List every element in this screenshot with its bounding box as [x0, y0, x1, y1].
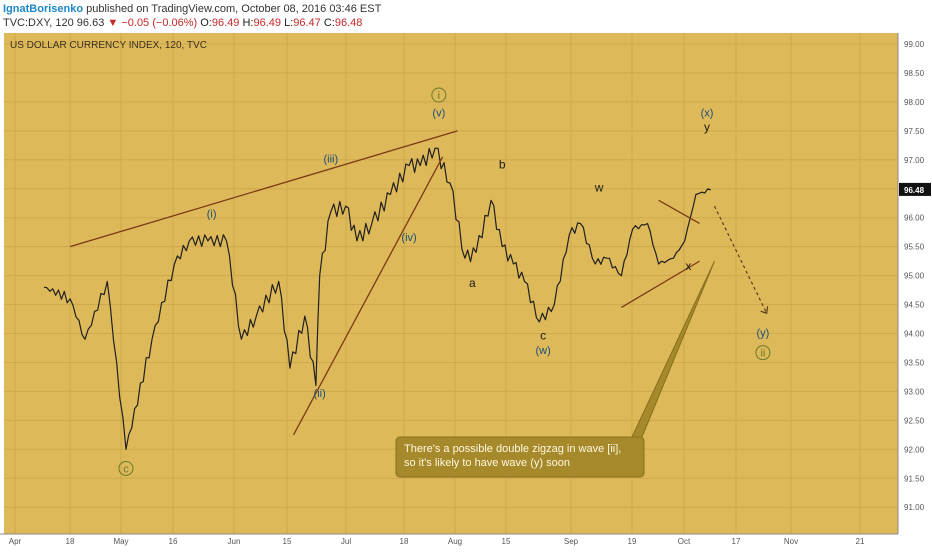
x-tick-label: Jun	[228, 537, 241, 546]
wedge-upper-trendline	[69, 130, 458, 248]
note-pointer	[631, 260, 715, 438]
price-axis	[898, 33, 932, 534]
wave-label: x	[685, 259, 691, 273]
wave-label: (y)	[757, 327, 770, 339]
wave-label: c	[540, 328, 546, 342]
last-price-tag	[899, 182, 931, 196]
y-tick-label: 99.00	[904, 40, 925, 49]
x-tick-label: Apr	[9, 537, 22, 546]
annotation-box	[395, 436, 645, 478]
wave-label: ii	[760, 348, 765, 360]
y-tick-label: 98.00	[904, 98, 925, 107]
wave-label: y	[704, 120, 710, 134]
x-tick-label: 17	[732, 537, 741, 546]
price-chart[interactable]: US DOLLAR CURRENCY INDEX, 120, TVC c (i) (i…	[0, 32, 932, 550]
y-tick-label: 97.50	[904, 127, 925, 136]
x-tick-label: Aug	[448, 537, 462, 546]
last-price-label: 96.48	[904, 186, 925, 195]
close-value: 96.48	[334, 17, 363, 29]
y-tick-label: 95.00	[904, 272, 925, 281]
arrow-head-icon	[760, 306, 769, 315]
open-value: 96.49	[211, 17, 240, 29]
y-tick-label: 94.50	[904, 301, 925, 310]
high-value: 96.49	[253, 17, 281, 29]
wave-label-circle	[755, 345, 771, 361]
y-tick-label: 91.00	[904, 503, 925, 512]
projection-arrow	[713, 205, 768, 314]
published-text: published on TradingView.com, October 08…	[86, 3, 382, 15]
annotation-text-line: so it's likely to have wave (y) soon	[404, 457, 570, 469]
x-tick-label: 16	[169, 537, 178, 546]
y-tick-label: 91.50	[904, 474, 925, 483]
y-tick-label: 98.50	[904, 69, 925, 78]
wave-label: c	[123, 463, 129, 475]
x-tick-label: 19	[628, 537, 637, 546]
annotation-text-line: There's a possible double zigzag in wave…	[404, 443, 621, 455]
x-tick-label: 15	[283, 537, 292, 546]
y-tick-label: 92.50	[904, 416, 925, 425]
price-line	[43, 147, 712, 450]
low-value: 96.47	[293, 17, 321, 29]
y-tick-label: 95.50	[904, 243, 925, 252]
time-axis	[0, 534, 898, 550]
triangle-upper-trendline	[658, 199, 700, 225]
wave-label: w	[594, 181, 604, 195]
x-tick-label: Nov	[784, 537, 798, 546]
wave-label: a	[469, 276, 476, 290]
last-price: 96.63	[76, 17, 105, 29]
wave-label-circle	[431, 87, 447, 103]
x-tick-label: 15	[502, 537, 511, 546]
wave-label: (w)	[536, 345, 551, 357]
x-tick-label: 18	[400, 537, 409, 546]
y-tick-label: 93.00	[904, 387, 925, 396]
x-tick-label: 18	[66, 537, 75, 546]
down-arrow-icon: ▼	[107, 17, 119, 29]
wave-label: (iii)	[323, 154, 338, 166]
y-tick-label: 97.00	[904, 156, 925, 165]
y-tick-label: 92.00	[904, 445, 925, 454]
wave-label: b	[499, 157, 506, 171]
wave-label: (x)	[701, 107, 714, 119]
author-line: IgnatBorisenko published on TradingView.…	[3, 2, 381, 16]
low-label: L:	[284, 17, 294, 29]
price-change: −0.05 (−0.06%)	[121, 17, 198, 29]
wave-label: (v)	[432, 107, 445, 119]
wedge-lower-trendline	[293, 156, 444, 436]
y-tick-label: 94.00	[904, 330, 925, 339]
open-label: O:	[200, 17, 212, 29]
symbol-label: TVC:DXY, 120	[3, 17, 74, 29]
wave-label: (ii)	[314, 388, 326, 400]
high-label: H:	[242, 17, 254, 29]
wave-label: (i)	[207, 209, 217, 221]
y-tick-label: 96.00	[904, 214, 925, 223]
author-link[interactable]: IgnatBorisenko	[3, 3, 84, 15]
chart-area[interactable]: US DOLLAR CURRENCY INDEX, 120, TVC c (i) (i…	[0, 32, 932, 550]
y-tick-label: 93.50	[904, 358, 925, 367]
wave-label: i	[438, 90, 440, 102]
publication-header: IgnatBorisenko published on TradingView.…	[0, 0, 932, 32]
x-tick-label: Oct	[678, 537, 691, 546]
x-tick-label: Sep	[564, 537, 579, 546]
x-tick-label: 21	[856, 537, 865, 546]
triangle-lower-trendline	[621, 260, 700, 309]
x-tick-label: Jul	[341, 537, 351, 546]
wave-label: (iv)	[401, 232, 416, 244]
symbol-quote-line: TVC:DXY, 120 96.63 ▼ −0.05 (−0.06%) O:96…	[3, 16, 362, 30]
x-tick-label: May	[113, 537, 128, 546]
close-label: C:	[323, 17, 335, 29]
chart-title: US DOLLAR CURRENCY INDEX, 120, TVC	[10, 40, 207, 51]
wave-label-circle	[118, 460, 134, 476]
